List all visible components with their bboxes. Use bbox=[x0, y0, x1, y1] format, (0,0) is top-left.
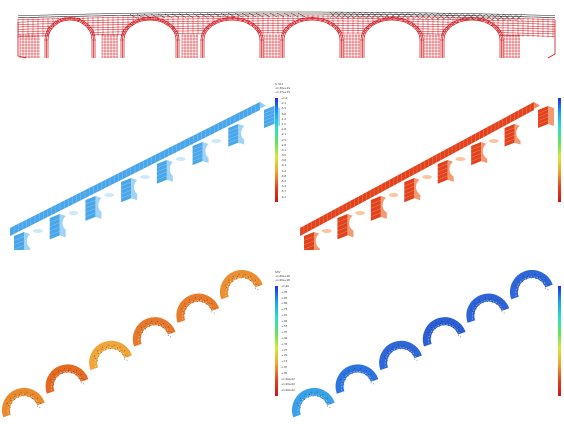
legend-tick: -2.8 bbox=[281, 143, 287, 147]
stress-legend-right bbox=[558, 84, 564, 204]
legend-tick: -3.8 bbox=[281, 159, 287, 163]
legend-tick: -3.1 bbox=[281, 148, 287, 152]
legend-tick: +.07 bbox=[281, 365, 288, 369]
damage-legend: SDV +1.00e+00 +1.00e+00 +1.00 +.93 +.87 +.8… bbox=[275, 271, 295, 402]
legend-tick: -5.7 bbox=[281, 190, 287, 194]
legend-color-bar bbox=[275, 98, 278, 202]
legend-tick: +.93 bbox=[281, 290, 288, 294]
legend-tick: -1.2 bbox=[281, 117, 287, 121]
legend-tick: -2.5 bbox=[281, 138, 287, 142]
legend-tick: -1.8 bbox=[281, 128, 287, 132]
fem-model-red-panel bbox=[290, 80, 564, 250]
stress-legend: S, S11 +1.50e+01 +1.27e+01 +1.0 -2.1 -5.4-… bbox=[275, 83, 291, 204]
arch-damage-blue-panel bbox=[290, 270, 564, 427]
legend-tick: +.33 bbox=[281, 342, 288, 346]
legend-tick: -5.4 bbox=[281, 107, 287, 111]
legend-sub-1: +1.00e+00 bbox=[275, 275, 291, 278]
legend-color-bar-right bbox=[558, 286, 561, 396]
legend-tick: +.20 bbox=[281, 354, 288, 358]
legend-tick: +.87 bbox=[281, 296, 288, 300]
legend-tick: -3.5 bbox=[281, 154, 287, 158]
arch-damage-contour-orange-icon bbox=[1, 270, 263, 418]
bridge-fem-model-red-contour-icon bbox=[299, 102, 554, 250]
legend-color-bar-right bbox=[558, 98, 561, 202]
arch-damage-orange-panel bbox=[0, 270, 290, 427]
legend-tick: -8.6 bbox=[281, 112, 287, 116]
legend-tick: -5.4 bbox=[281, 185, 287, 189]
legend-tick: -2.1 bbox=[281, 102, 287, 106]
legend-tick: +1.00e-02 bbox=[281, 389, 295, 393]
legend-tick: +.53 bbox=[281, 325, 288, 329]
legend-tick: -5.1 bbox=[281, 180, 287, 183]
damage-legend-right bbox=[558, 272, 564, 402]
legend-title: S, S11 bbox=[275, 83, 284, 86]
legend-tick: +.67 bbox=[281, 313, 288, 317]
fem-model-blue-panel bbox=[0, 80, 290, 250]
legend-ticks: +1.00 +.93 +.87 +.80 +.73 +.67 +.60 +.53 +.47 +.4… bbox=[281, 285, 295, 396]
legend-tick: -6.1 bbox=[281, 195, 287, 199]
legend-sub-1: +1.50e+01 bbox=[275, 87, 291, 90]
legend-ticks: +1.0 -2.1 -5.4 -8.6 -1.2 -1.5 -1.8 -2.1 -2.5 -2.8… bbox=[281, 97, 288, 202]
legend-tick: -2.1 bbox=[281, 133, 287, 137]
legend-tick: +.80 bbox=[281, 302, 288, 306]
legend-tick: +.40 bbox=[281, 337, 288, 341]
legend-tick: +.13 bbox=[281, 360, 288, 364]
legend-tick: +.73 bbox=[281, 308, 288, 312]
legend-tick: +.60 bbox=[281, 319, 288, 323]
bridge-fem-model-blue-contour-icon bbox=[9, 102, 280, 250]
legend-tick: -4.1 bbox=[281, 164, 287, 168]
legend-tick: +1.00e-02 bbox=[281, 383, 295, 387]
legend-tick: +1.0 bbox=[281, 97, 288, 100]
legend-tick: +1.00 bbox=[281, 285, 289, 288]
legend-tick: +.47 bbox=[281, 331, 288, 335]
legend-tick: +.27 bbox=[281, 348, 288, 352]
legend-tick: -1.5 bbox=[281, 122, 287, 126]
legend-tick: -4.8 bbox=[281, 174, 287, 178]
legend-sub-2: +1.27e+01 bbox=[275, 91, 291, 94]
legend-title: SDV bbox=[275, 271, 281, 274]
legend-tick: +.00 bbox=[281, 371, 288, 375]
legend-color-bar bbox=[275, 286, 278, 396]
legend-tick: +1.00e-02 bbox=[281, 377, 295, 381]
arch-damage-contour-blue-icon bbox=[291, 270, 553, 418]
bridge-mesh-panel bbox=[0, 0, 564, 62]
bridge-mesh-wireframe-icon bbox=[17, 11, 556, 59]
legend-tick: -4.4 bbox=[281, 169, 287, 173]
legend-sub-2: +1.00e+00 bbox=[275, 279, 291, 282]
